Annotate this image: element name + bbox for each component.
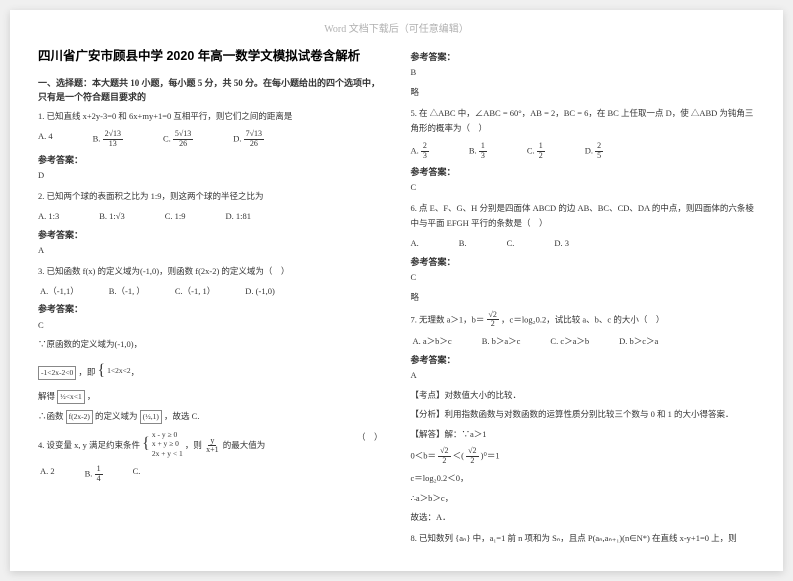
q2-optC: C. 1:9 <box>165 210 186 224</box>
q7-optA: A. a＞b＞c <box>413 335 452 349</box>
document-title: 四川省广安市顾县中学 2020 年高一数学文模拟试卷含解析 <box>38 46 383 66</box>
right-column: 参考答案： B 略 5. 在 △ABC 中，∠ABC = 60°，AB = 2，… <box>411 46 756 552</box>
watermark-text: Word 文档下载后（可任意编辑） <box>38 22 755 38</box>
q4-options: A. 2 B. 14 C. <box>38 465 383 484</box>
q5-optD: D. 25 <box>585 142 603 161</box>
question-5: 5. 在 △ABC 中，∠ABC = 60°，AB = 2，BC = 6，在 B… <box>411 106 756 137</box>
q4-answer-label: 参考答案： <box>411 50 756 64</box>
q1-optC: C. 5√1326 <box>163 130 193 149</box>
q1-text: 1. 已知直线 x+2y-3=0 和 6x+my+1=0 互相平行，则它们之间的… <box>38 111 292 121</box>
q1-answer: D <box>38 169 383 183</box>
document-page: Word 文档下载后（可任意编辑） 四川省广安市顾县中学 2020 年高一数学文… <box>10 10 783 571</box>
q2-optD: D. 1:81 <box>225 210 251 224</box>
q6-optA: A. <box>411 237 419 251</box>
q7-a3: 【解答】解：∵a＞1 <box>411 428 756 442</box>
q7-optD: D. b＞c＞a <box>619 335 658 349</box>
q7-optB: B. b＞a＞c <box>482 335 521 349</box>
q1-optD: D. 7√1326 <box>233 130 264 149</box>
question-6: 6. 点 E、F、G、H 分别是四面体 ABCD 的边 AB、BC、CD、DA … <box>411 201 756 232</box>
q7-a1: 【考点】对数值大小的比较． <box>411 389 756 403</box>
q6-optB: B. <box>459 237 467 251</box>
two-column-layout: 四川省广安市顾县中学 2020 年高一数学文模拟试卷含解析 一、选择题：本大题共… <box>38 46 755 552</box>
question-8: 8. 已知数列 {aₙ} 中，a₁=1 前 n 项和为 Sₙ，且点 P(aₙ,a… <box>411 531 756 546</box>
q2-answer: A <box>38 244 383 258</box>
q7-a4: 0＜b＝ √22 ＜( √22 )⁰＝1 <box>411 447 756 466</box>
q5-optC: C. 12 <box>527 142 545 161</box>
q1-answer-label: 参考答案： <box>38 153 383 167</box>
q4-optB: B. 14 <box>85 465 103 484</box>
q7-options: A. a＞b＞c B. b＞a＞c C. c＞a＞b D. b＞c＞a <box>411 335 756 349</box>
q4-optC: C. <box>133 465 141 484</box>
q7-optC: C. c＞a＞b <box>550 335 589 349</box>
question-4: 4. 设变量 x, y 满足约束条件 { x - y ≥ 0 x + y ≥ 0… <box>38 430 383 459</box>
q3-answer-label: 参考答案： <box>38 302 383 316</box>
q5-options: A. 23 B. 13 C. 12 D. 25 <box>411 142 756 161</box>
q5-answer-label: 参考答案： <box>411 165 756 179</box>
q7-answer-label: 参考答案： <box>411 353 756 367</box>
q3-optA: A.（-1,1） <box>40 285 79 299</box>
q7-a7: 故选：A． <box>411 511 756 525</box>
q1-optB: B. 2√1313 <box>93 130 123 149</box>
q3-detail2: -1<2x-2<0 ，即 { 1<2x<2 ， <box>38 358 383 384</box>
q2-answer-label: 参考答案： <box>38 228 383 242</box>
q3-detail3: 解得 ½<x<1 ， <box>38 390 383 404</box>
q7-a2: 【分析】利用指数函数与对数函数的运算性质分别比较三个数与 0 和 1 的大小得答… <box>411 408 756 422</box>
q3-optB: B.（-1, ） <box>109 285 145 299</box>
q7-a6: ∴a＞b＞c， <box>411 492 756 506</box>
q4-answer: B <box>411 66 756 80</box>
q5-optA: A. 23 <box>411 142 429 161</box>
q4-detail: 略 <box>411 86 756 100</box>
q3-detail4: ∴函数 f(2x-2) 的定义域为 (½,1) ，故选 C. <box>38 410 383 424</box>
section-1-heading: 一、选择题：本大题共 10 小题，每小题 5 分，共 50 分。在每小题给出的四… <box>38 76 383 105</box>
q1-options: A. 4 B. 2√1313 C. 5√1326 D. 7√1326 <box>38 130 383 149</box>
q6-optC: C. <box>507 237 515 251</box>
q5-answer: C <box>411 181 756 195</box>
q4-optA: A. 2 <box>40 465 55 484</box>
q7-a5: c＝log₂0.2＜0， <box>411 472 756 486</box>
question-1: 1. 已知直线 x+2y-3=0 和 6x+my+1=0 互相平行，则它们之间的… <box>38 109 383 124</box>
q3-answer: C <box>38 319 383 333</box>
q5-optB: B. 13 <box>469 142 487 161</box>
question-7: 7. 无理数 a＞1，b＝ √22 ，c＝log₂0.2，试比较 a、b、c 的… <box>411 311 756 330</box>
q2-options: A. 1:3 B. 1:√3 C. 1:9 D. 1:81 <box>38 210 383 224</box>
q6-detail: 略 <box>411 291 756 305</box>
q6-optD: D. 3 <box>554 237 569 251</box>
q6-options: A. B. C. D. 3 <box>411 237 756 251</box>
q1-optA: A. 4 <box>38 130 53 149</box>
q3-options: A.（-1,1） B.（-1, ） C.（-1, 1） D. (-1,0) <box>38 285 383 299</box>
q3-optC: C.（-1, 1） <box>175 285 215 299</box>
question-2: 2. 已知两个球的表面积之比为 1:9，则这两个球的半径之比为 <box>38 189 383 204</box>
q3-optD: D. (-1,0) <box>245 285 275 299</box>
q6-answer-label: 参考答案： <box>411 255 756 269</box>
q7-answer: A <box>411 369 756 383</box>
left-column: 四川省广安市顾县中学 2020 年高一数学文模拟试卷含解析 一、选择题：本大题共… <box>38 46 383 552</box>
question-3: 3. 已知函数 f(x) 的定义域为(-1,0)，则函数 f(2x-2) 的定义… <box>38 264 383 279</box>
q3-detail1: ∵原函数的定义域为(-1,0)， <box>38 338 383 352</box>
q2-optA: A. 1:3 <box>38 210 59 224</box>
q6-answer: C <box>411 271 756 285</box>
q2-optB: B. 1:√3 <box>99 210 124 224</box>
